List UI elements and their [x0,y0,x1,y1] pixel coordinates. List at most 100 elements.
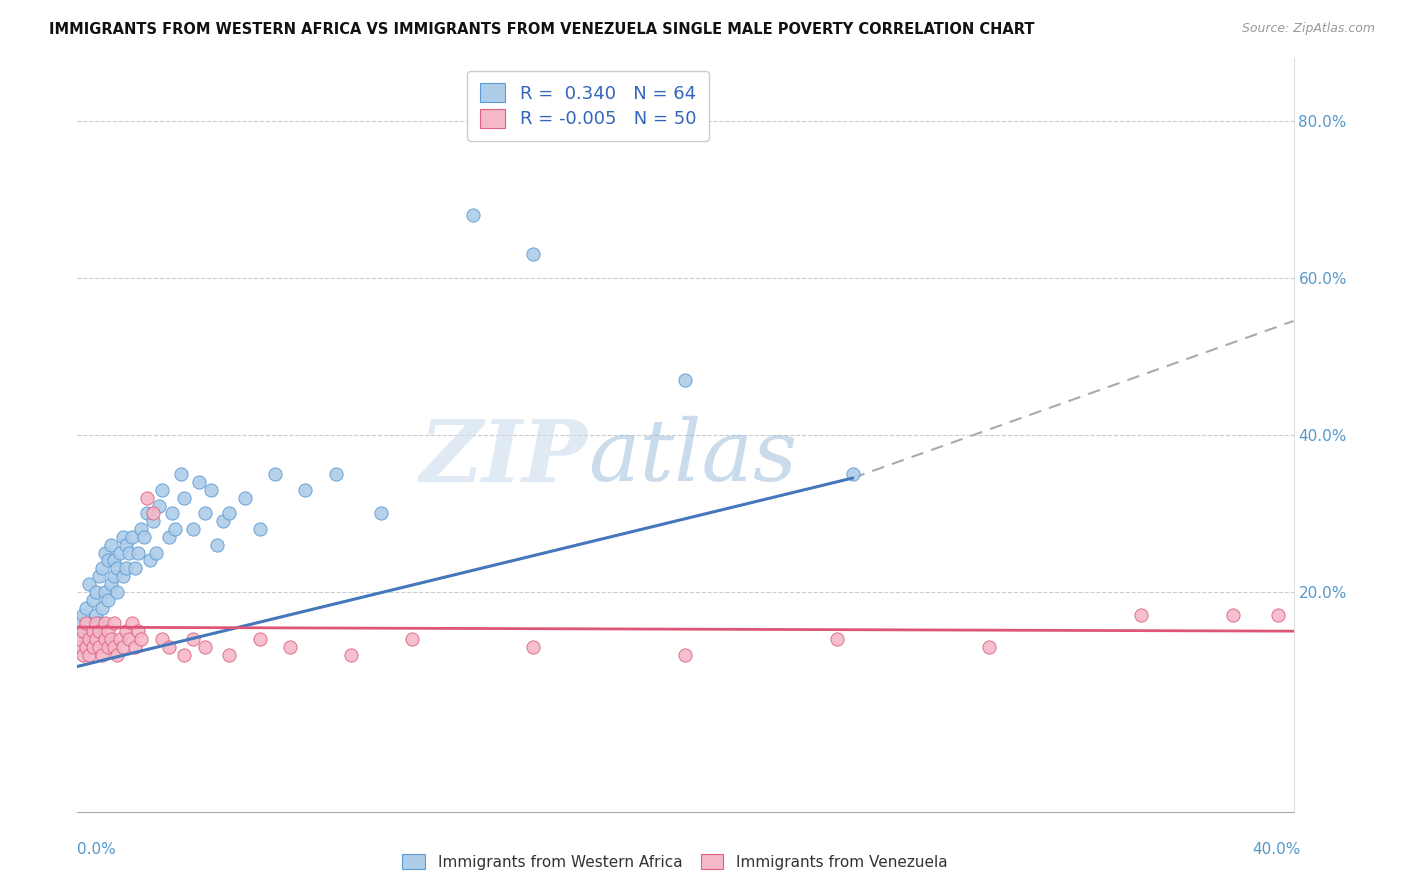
Point [100,538,122,552]
Text: ZIP: ZIP [420,416,588,500]
Point [84,616,107,631]
Point [72,624,94,639]
Point [82,624,104,639]
Point [75,616,97,631]
Point [111,640,134,654]
Point [93,546,115,560]
Point [675,373,697,387]
Point [84,632,107,646]
Point [82,640,104,654]
Point [124,561,146,575]
Point [72,608,94,623]
Point [115,561,138,575]
Point [142,507,165,521]
Point [173,491,195,505]
Text: IMMIGRANTS FROM WESTERN AFRICA VS IMMIGRANTS FROM VENEZUELA SINGLE MALE POVERTY : IMMIGRANTS FROM WESTERN AFRICA VS IMMIGR… [49,22,1035,37]
Point [93,632,115,646]
Point [69,616,91,631]
Point [249,632,271,646]
Point [79,577,101,591]
Legend: R =  0.340   N = 64, R = -0.005   N = 50: R = 0.340 N = 64, R = -0.005 N = 50 [467,70,709,141]
Point [87,569,110,583]
Point [69,632,91,646]
Point [841,467,863,482]
Point [84,585,107,599]
Point [148,499,170,513]
Point [127,546,149,560]
Point [1222,608,1244,623]
Point [249,522,271,536]
Point [72,624,94,639]
Point [75,600,97,615]
Point [97,592,120,607]
Point [90,648,112,662]
Point [84,608,107,623]
Point [142,514,165,528]
Point [82,624,104,639]
Point [115,624,138,639]
Point [181,522,204,536]
Point [1267,608,1289,623]
Point [139,553,162,567]
Point [136,491,159,505]
Point [522,247,544,261]
Point [100,632,122,646]
Point [163,522,186,536]
Point [118,632,141,646]
Point [979,640,1001,654]
Point [136,507,159,521]
Point [111,569,134,583]
Point [93,585,115,599]
Point [105,561,128,575]
Point [194,640,217,654]
Point [461,208,484,222]
Point [108,546,131,560]
Point [233,491,256,505]
Point [205,538,228,552]
Point [827,632,849,646]
Point [105,585,128,599]
Point [82,592,104,607]
Point [87,640,110,654]
Point [103,569,125,583]
Point [170,467,193,482]
Point [1130,608,1153,623]
Point [124,640,146,654]
Point [325,467,347,482]
Text: 0.0%: 0.0% [77,842,117,856]
Point [90,600,112,615]
Point [105,648,128,662]
Point [157,530,180,544]
Point [212,514,235,528]
Point [522,640,544,654]
Point [218,648,240,662]
Point [97,640,120,654]
Point [370,507,392,521]
Point [129,632,152,646]
Point [87,616,110,631]
Text: 40.0%: 40.0% [1253,842,1301,856]
Point [75,632,97,646]
Point [675,648,697,662]
Point [97,624,120,639]
Point [401,632,423,646]
Point [87,624,110,639]
Point [278,640,301,654]
Point [145,546,167,560]
Point [127,624,149,639]
Point [103,640,125,654]
Point [200,483,222,497]
Point [79,648,101,662]
Point [160,507,183,521]
Point [194,507,217,521]
Point [108,632,131,646]
Point [69,640,91,654]
Point [218,507,240,521]
Point [129,522,152,536]
Point [103,616,125,631]
Point [188,475,211,489]
Point [134,530,156,544]
Point [103,553,125,567]
Point [157,640,180,654]
Point [181,632,204,646]
